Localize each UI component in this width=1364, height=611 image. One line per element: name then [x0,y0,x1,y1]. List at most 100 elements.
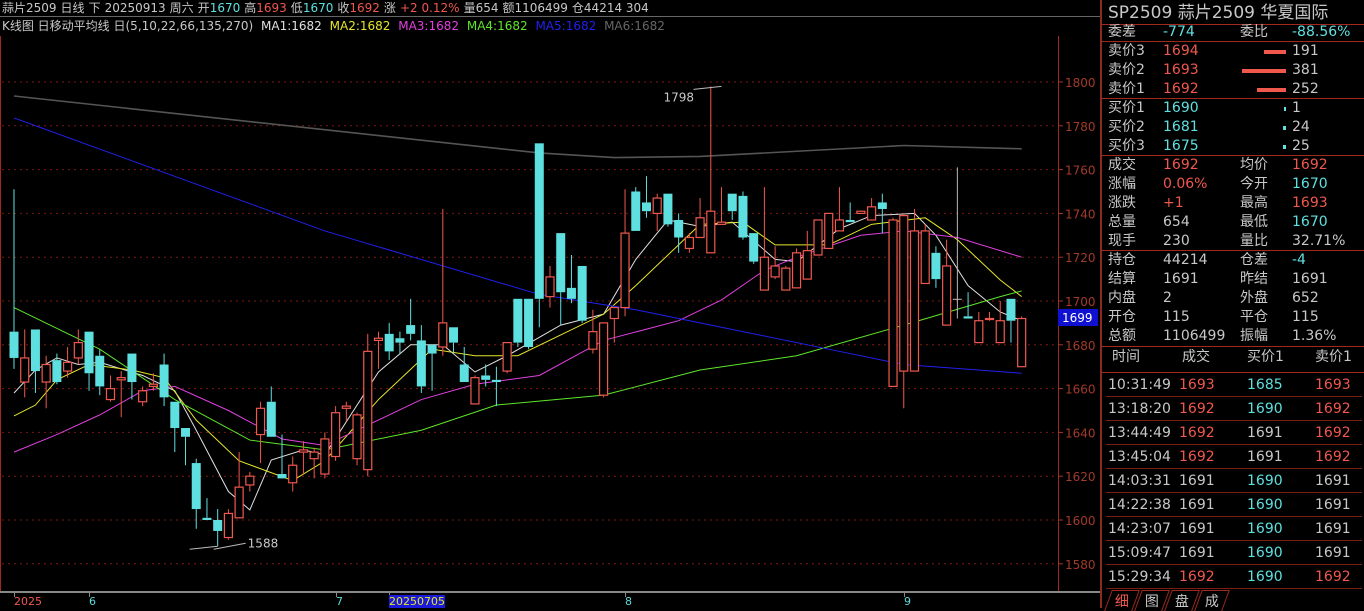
candle [234,452,244,519]
current-price-box [1058,309,1098,326]
candle [974,311,984,344]
stat-value: -4 [1292,252,1306,268]
candle [524,298,534,350]
candle [481,364,491,387]
candle [320,432,330,479]
stat-label: 平仓 [1240,309,1268,325]
ticks-header-bid: 买价1 [1247,349,1284,365]
ma4-label: MA4:1682 [466,19,528,33]
x-tick-mark [336,593,337,597]
stat-label: 总量 [1108,214,1136,230]
candle-body-up [620,232,630,309]
weicha-label: 委差 [1108,24,1136,40]
candle-body-up [1017,317,1027,368]
tick-ask: 1692 [1315,569,1351,585]
candle [255,401,266,464]
candle [674,213,684,253]
candle-body-up [888,219,898,388]
ask-row: 卖价2 1693 381 [1108,61,1364,80]
candlestick-chart[interactable]: 1580 1600 1620 1640 1660 1680 1700 1720 1740 1760… [0,36,1100,591]
x-tick-mark [625,593,626,597]
candle [727,193,737,220]
ask-price: 1692 [1163,81,1199,97]
candle [41,355,51,409]
symbol-name: 蒜片2509 [2,1,57,15]
candle-body-up [856,210,866,215]
low-label: 低 [290,1,303,15]
candle-body-up [598,322,609,396]
candle [556,233,566,326]
candle [352,412,362,466]
ma6-line [13,95,1022,159]
candle [620,189,630,317]
x-tick-label: 2025 [14,595,42,608]
candle-body-up [41,363,51,383]
weibi-value: -88.56% [1292,24,1351,40]
tick-bid: 1690 [1247,473,1283,489]
candle-body-down [427,344,437,354]
x-tick-mark [89,593,90,597]
candle-body-up [234,486,244,519]
candle-body-up [974,320,984,344]
candle [138,386,148,407]
y-tick-label: 1760 [1065,164,1096,178]
bid-row: 买价2 1681 24 [1108,118,1364,137]
ask-volume: 191 [1292,43,1319,59]
candle-body-down [1006,298,1016,321]
candle-body-down [181,428,191,437]
tick-ask: 1691 [1315,473,1351,489]
tick-time: 13:18:20 [1108,401,1171,417]
candle-body-up [909,230,920,372]
stat-label: 均价 [1240,157,1268,173]
candle [288,456,298,492]
y-tick-label: 1580 [1065,558,1096,572]
y-tick-label: 1600 [1065,514,1096,528]
candle [566,255,576,304]
quote-info-bar: 蒜片2509 日线下 20250913 周六 开1670 高1693 低1670 收1692 涨… [0,0,1100,17]
candle-body-up [255,407,266,436]
stat-row: 现手 230 量比 32.71% [1108,232,1364,251]
ma1-label: MA1:1682 [261,19,322,33]
tick-ask: 1693 [1315,377,1351,393]
candle [459,346,469,383]
stat-value: 1692 [1292,157,1328,173]
candle [963,292,973,319]
stat-row: 总额 1106499 振幅 1.36% [1108,327,1364,346]
weicha-value: -774 [1163,24,1195,40]
ma2-label: MA2:1682 [329,19,391,33]
bid-volume-bar [1284,107,1286,111]
y-tick-label: 1700 [1065,295,1096,309]
stat-value: 652 [1292,290,1319,306]
candle [899,213,909,409]
candle [813,219,823,256]
close-value: 1692 [349,1,380,15]
candle [191,458,201,529]
candle [888,217,898,388]
candle-body-up [995,320,1005,344]
bid-row: 买价3 1675 25 [1108,137,1364,156]
candle-body-up [309,451,319,460]
candle-body-up [298,449,309,453]
candle [30,329,40,393]
bid-volume: 24 [1292,119,1310,135]
y-tick-label: 1640 [1065,426,1096,440]
candle-body-up [352,414,362,460]
candle [631,187,641,231]
candle [695,198,705,239]
candle [148,373,158,391]
candle [127,353,137,400]
panel-tabs: 细图盘成 [1104,590,1230,611]
candle-body-up [984,317,995,321]
tick-bid: 1691 [1247,449,1283,465]
stat-label: 仓差 [1240,252,1268,268]
candle-body-down [277,474,287,479]
candle [502,342,512,374]
ma1-line [13,212,1022,511]
stat-row: 成交 1692 均价 1692 [1108,156,1364,175]
stat-value: 1.36% [1292,328,1337,344]
stat-label: 开仓 [1108,309,1136,325]
stat-label: 最高 [1240,195,1268,211]
candle [716,187,727,225]
close-label: 收 [337,1,350,15]
stat-value: 0.06% [1163,176,1208,192]
